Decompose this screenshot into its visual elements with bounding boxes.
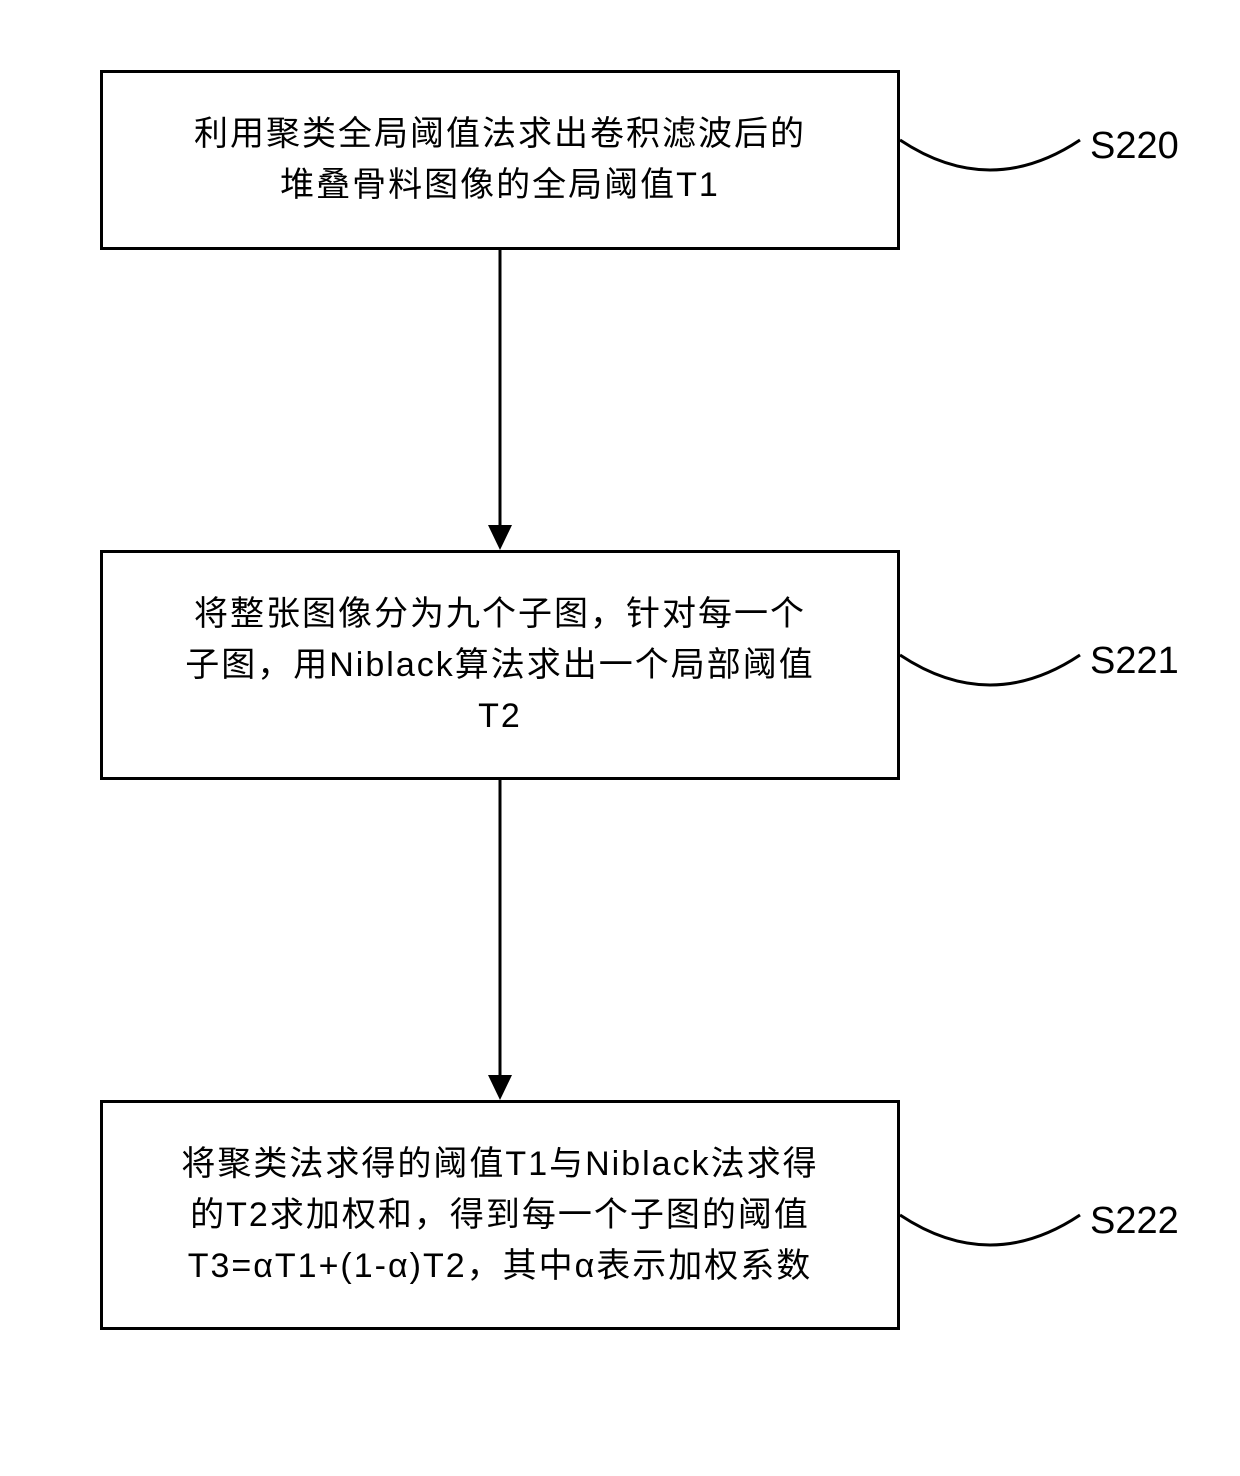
- flowchart-arrow-2: [485, 780, 515, 1100]
- connector-curve-3: [900, 1175, 1090, 1295]
- flowchart-label-1: S220: [1090, 125, 1179, 168]
- flowchart-node-1-text: 利用聚类全局阈值法求出卷积滤波后的堆叠骨料图像的全局阈值T1: [194, 109, 806, 211]
- flowchart-node-2: 将整张图像分为九个子图，针对每一个子图，用Niblack算法求出一个局部阈值T2: [100, 550, 900, 780]
- flowchart-label-2: S221: [1090, 640, 1179, 683]
- flowchart-node-1: 利用聚类全局阈值法求出卷积滤波后的堆叠骨料图像的全局阈值T1: [100, 70, 900, 250]
- flowchart-label-3: S222: [1090, 1200, 1179, 1243]
- flowchart-container: 利用聚类全局阈值法求出卷积滤波后的堆叠骨料图像的全局阈值T1 S220 将整张图…: [40, 40, 1200, 1436]
- flowchart-node-3-text: 将聚类法求得的阈值T1与Niblack法求得的T2求加权和，得到每一个子图的阈值…: [181, 1139, 818, 1292]
- flowchart-arrow-1: [485, 250, 515, 550]
- flowchart-node-3: 将聚类法求得的阈值T1与Niblack法求得的T2求加权和，得到每一个子图的阈值…: [100, 1100, 900, 1330]
- flowchart-node-2-text: 将整张图像分为九个子图，针对每一个子图，用Niblack算法求出一个局部阈值T2: [185, 589, 814, 742]
- connector-curve-1: [900, 100, 1090, 220]
- connector-curve-2: [900, 615, 1090, 735]
